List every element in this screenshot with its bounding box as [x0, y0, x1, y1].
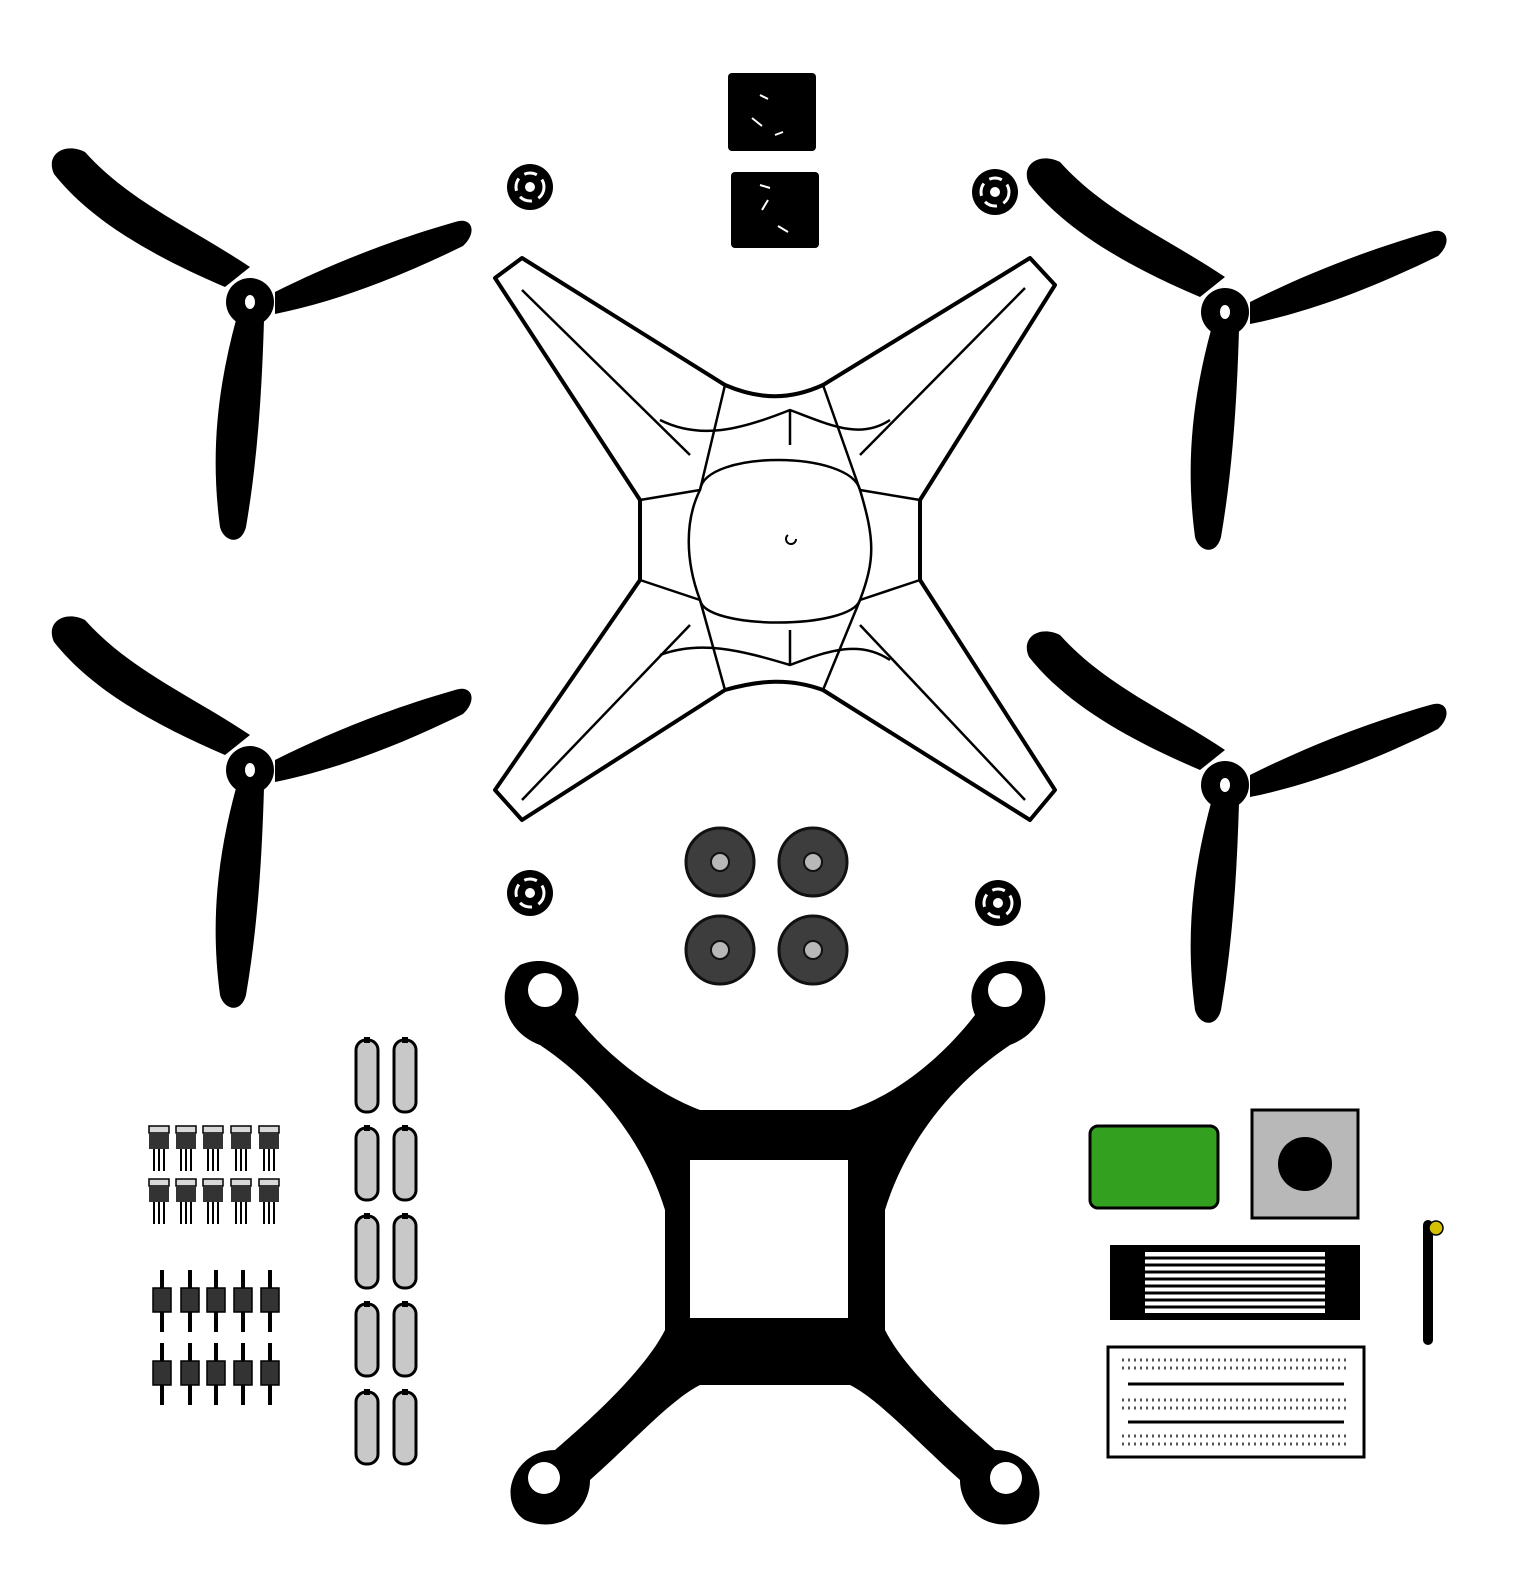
sensor-module [1250, 1108, 1360, 1220]
battery-cell [354, 1299, 380, 1378]
battery-cell [354, 1211, 380, 1290]
top-frame [493, 256, 1057, 822]
battery-cell [392, 1123, 418, 1202]
motor-mount-cap-3 [505, 868, 555, 918]
breadboard [1106, 1345, 1366, 1459]
transistor [258, 1125, 280, 1172]
ribbon-cable [1110, 1245, 1360, 1320]
propeller-bottom-left [51, 616, 472, 1008]
motor-4 [777, 914, 849, 986]
velcro-strap-1 [728, 73, 816, 151]
transistor [148, 1178, 170, 1225]
propeller-top-left [51, 148, 472, 540]
transistor [258, 1178, 280, 1225]
battery-cell [392, 1211, 418, 1290]
transistor-group [148, 1125, 280, 1225]
header-connector [232, 1341, 254, 1407]
propeller-top-right [1026, 158, 1447, 550]
motor-3 [684, 914, 756, 986]
wireless-module [1088, 1124, 1220, 1210]
motor-mount-cap-2 [970, 167, 1020, 217]
header-connector [259, 1268, 281, 1334]
battery-cell [354, 1035, 380, 1114]
battery-cell-group [354, 1035, 418, 1466]
velcro-strap-2 [731, 172, 819, 248]
battery-cell [354, 1123, 380, 1202]
antenna [1423, 1220, 1444, 1345]
transistor [230, 1125, 252, 1172]
motor-2 [777, 826, 849, 898]
battery-cell [354, 1387, 380, 1466]
header-connector [205, 1341, 227, 1407]
motor-mount-cap-4 [973, 878, 1023, 928]
header-connector [151, 1268, 173, 1334]
transistor [175, 1125, 197, 1172]
motor-1 [684, 826, 756, 898]
header-connector [179, 1268, 201, 1334]
header-connector [259, 1341, 281, 1407]
header-connector [179, 1341, 201, 1407]
transistor [202, 1178, 224, 1225]
header-connector [232, 1268, 254, 1334]
transistor [230, 1178, 252, 1225]
transistor [175, 1178, 197, 1225]
propeller-bottom-right [1026, 631, 1447, 1023]
header-connector [205, 1268, 227, 1334]
header-connector [151, 1341, 173, 1407]
bottom-frame [504, 961, 1046, 1525]
header-connector-group [151, 1268, 281, 1407]
transistor [202, 1125, 224, 1172]
motor-mount-cap-1 [505, 162, 555, 212]
transistor [148, 1125, 170, 1172]
battery-cell [392, 1387, 418, 1466]
battery-cell [392, 1035, 418, 1114]
battery-cell [392, 1299, 418, 1378]
